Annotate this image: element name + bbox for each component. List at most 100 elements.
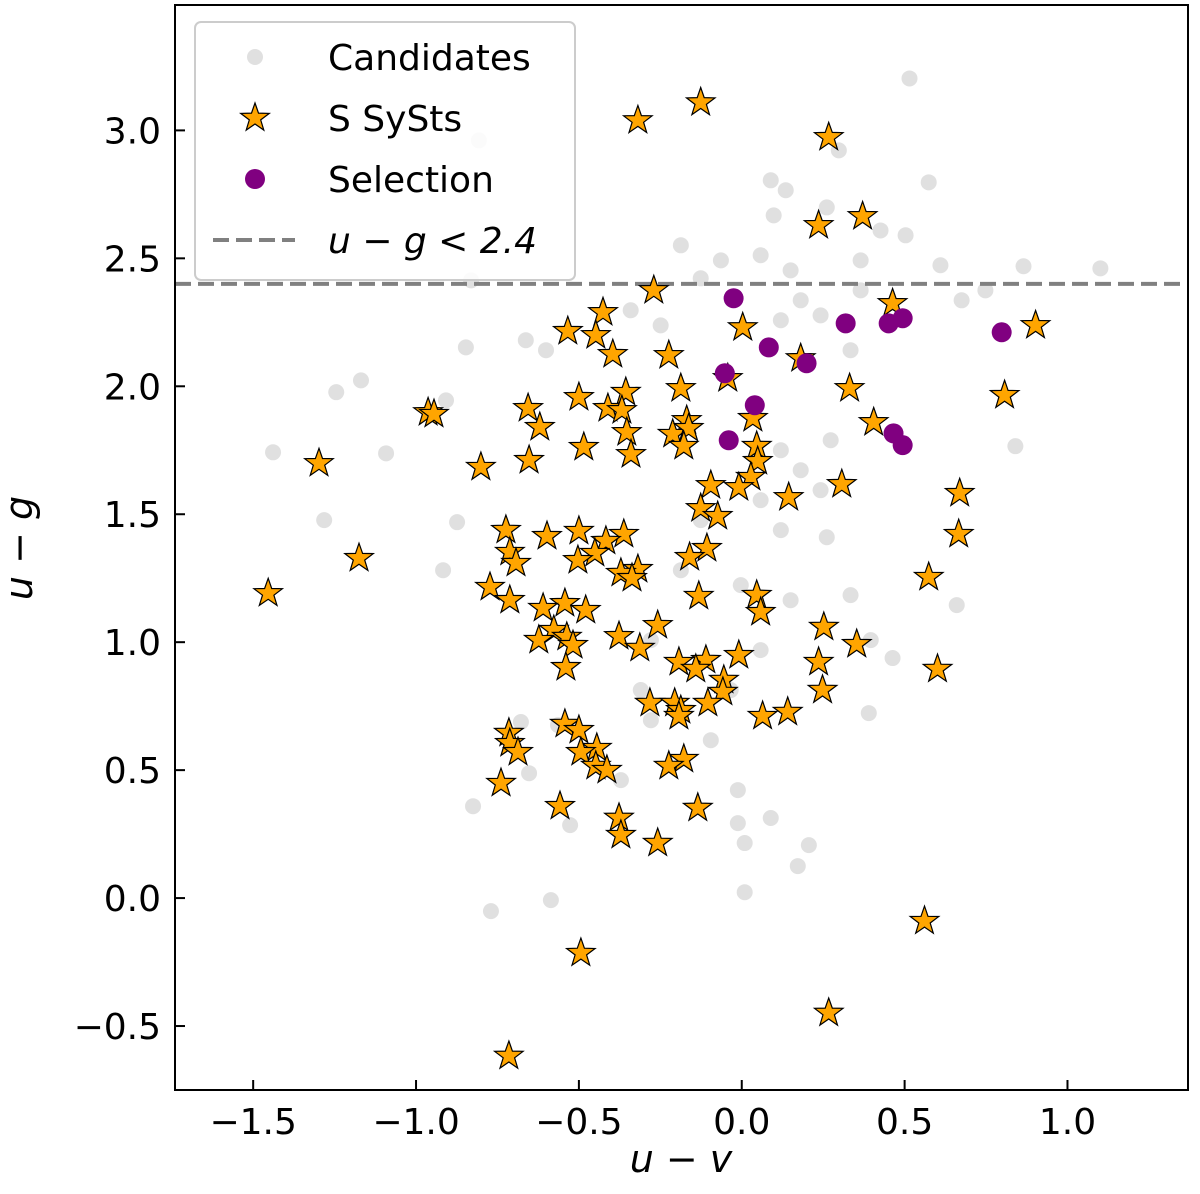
point bbox=[457, 339, 474, 356]
point bbox=[652, 749, 685, 780]
x-tick-label: 1.0 bbox=[1039, 1102, 1096, 1143]
point bbox=[652, 338, 685, 369]
point bbox=[897, 227, 914, 244]
point bbox=[578, 536, 611, 567]
point bbox=[920, 174, 937, 191]
point bbox=[912, 560, 945, 591]
point bbox=[988, 378, 1021, 409]
x-tick-label: 0.5 bbox=[876, 1102, 933, 1143]
point bbox=[765, 207, 782, 224]
point bbox=[492, 1039, 525, 1070]
point bbox=[465, 798, 482, 815]
point bbox=[605, 393, 638, 424]
point bbox=[943, 476, 976, 507]
point bbox=[602, 619, 635, 650]
point bbox=[517, 332, 534, 349]
point bbox=[493, 583, 526, 614]
point bbox=[562, 817, 579, 834]
point bbox=[612, 772, 629, 789]
y-tick-label: 0.5 bbox=[104, 751, 161, 792]
point bbox=[722, 638, 755, 669]
point bbox=[762, 172, 779, 189]
point bbox=[265, 444, 282, 461]
point bbox=[596, 337, 629, 368]
x-axis-label: u − v bbox=[630, 1137, 733, 1181]
point bbox=[343, 541, 376, 572]
point bbox=[701, 499, 734, 530]
point bbox=[729, 815, 746, 832]
point bbox=[684, 491, 717, 522]
legend-marker bbox=[238, 101, 272, 132]
point bbox=[746, 699, 779, 730]
point bbox=[736, 401, 769, 432]
y-tick-label: −0.5 bbox=[74, 1007, 161, 1048]
point bbox=[521, 765, 538, 782]
point bbox=[527, 591, 560, 622]
point bbox=[812, 120, 845, 151]
point bbox=[623, 631, 656, 662]
point bbox=[694, 468, 727, 499]
point bbox=[729, 782, 746, 799]
point bbox=[485, 766, 518, 797]
point bbox=[548, 707, 581, 738]
point bbox=[726, 310, 759, 342]
point bbox=[562, 713, 595, 744]
point bbox=[252, 576, 285, 607]
point bbox=[807, 610, 840, 641]
point bbox=[852, 282, 869, 299]
legend-box bbox=[194, 21, 576, 281]
point bbox=[857, 405, 890, 436]
y-tick-label: 2.5 bbox=[104, 239, 161, 280]
point bbox=[876, 286, 909, 317]
point bbox=[530, 519, 563, 550]
point bbox=[562, 380, 595, 411]
point bbox=[557, 628, 590, 659]
y-axis-label: u − g bbox=[0, 496, 41, 600]
point bbox=[609, 375, 642, 406]
legend-label: Selection bbox=[328, 160, 494, 201]
point bbox=[792, 462, 809, 479]
point bbox=[835, 313, 856, 334]
point bbox=[977, 282, 994, 299]
point bbox=[782, 262, 799, 279]
point bbox=[860, 705, 877, 722]
point bbox=[637, 273, 670, 304]
point bbox=[1007, 438, 1024, 455]
point bbox=[328, 384, 345, 401]
point bbox=[513, 443, 546, 474]
point bbox=[842, 587, 859, 604]
point bbox=[846, 199, 879, 230]
point bbox=[772, 480, 805, 511]
legend-marker bbox=[245, 169, 265, 189]
point bbox=[901, 70, 918, 87]
point bbox=[800, 837, 817, 854]
point bbox=[672, 411, 705, 442]
point bbox=[932, 257, 949, 274]
point bbox=[802, 645, 835, 676]
point bbox=[302, 446, 335, 477]
legend-marker bbox=[247, 49, 263, 65]
point bbox=[702, 732, 719, 749]
point bbox=[632, 682, 649, 699]
point bbox=[562, 514, 595, 545]
point bbox=[818, 199, 835, 216]
y-tick-label: 0.0 bbox=[104, 879, 161, 920]
x-tick-label: −1.0 bbox=[372, 1102, 459, 1143]
point bbox=[744, 595, 777, 626]
point bbox=[736, 835, 753, 852]
point bbox=[672, 237, 689, 254]
point bbox=[712, 252, 729, 269]
point bbox=[673, 540, 706, 571]
point bbox=[740, 578, 773, 609]
point bbox=[772, 312, 789, 329]
point bbox=[667, 429, 700, 460]
point bbox=[1019, 308, 1052, 339]
point bbox=[523, 410, 556, 441]
point bbox=[642, 712, 659, 729]
point bbox=[921, 652, 954, 683]
point bbox=[842, 342, 859, 359]
point bbox=[551, 314, 584, 345]
y-tick-label: 1.5 bbox=[104, 495, 161, 536]
point bbox=[818, 529, 835, 546]
point bbox=[777, 182, 794, 199]
